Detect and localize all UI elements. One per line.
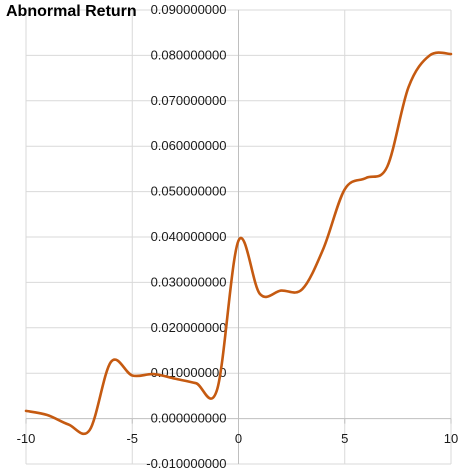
axes <box>25 10 452 464</box>
y-tick-label: 0.080000000 <box>151 47 227 62</box>
y-tick-label: 0.070000000 <box>151 93 227 108</box>
x-tick-label: 10 <box>444 431 458 446</box>
x-tick-label: -5 <box>126 431 138 446</box>
y-tick-label: 0.030000000 <box>151 274 227 289</box>
y-tick-label: 0.000000000 <box>151 411 227 426</box>
x-tick-labels: -10 -5 0 5 10 <box>17 431 459 446</box>
y-tick-label: 0.060000000 <box>151 138 227 153</box>
x-tick-label: -10 <box>17 431 36 446</box>
x-tick-label: 0 <box>235 431 242 446</box>
y-tick-label: 0.050000000 <box>151 184 227 199</box>
series-line <box>24 51 453 436</box>
y-tick-label: 0.090000000 <box>151 2 227 17</box>
y-tick-labels: -0.010000000 0.000000000 0.010000000 0.0200… <box>146 2 226 471</box>
chart-title: Abnormal Return <box>6 3 137 20</box>
series-group <box>24 51 453 436</box>
y-tick-label: 0.020000000 <box>151 320 227 335</box>
y-tick-label: -0.010000000 <box>146 456 226 471</box>
y-tick-label: 0.040000000 <box>151 229 227 244</box>
x-tick-label: 5 <box>341 431 348 446</box>
y-tick-label: 0.010000000 <box>151 365 227 380</box>
